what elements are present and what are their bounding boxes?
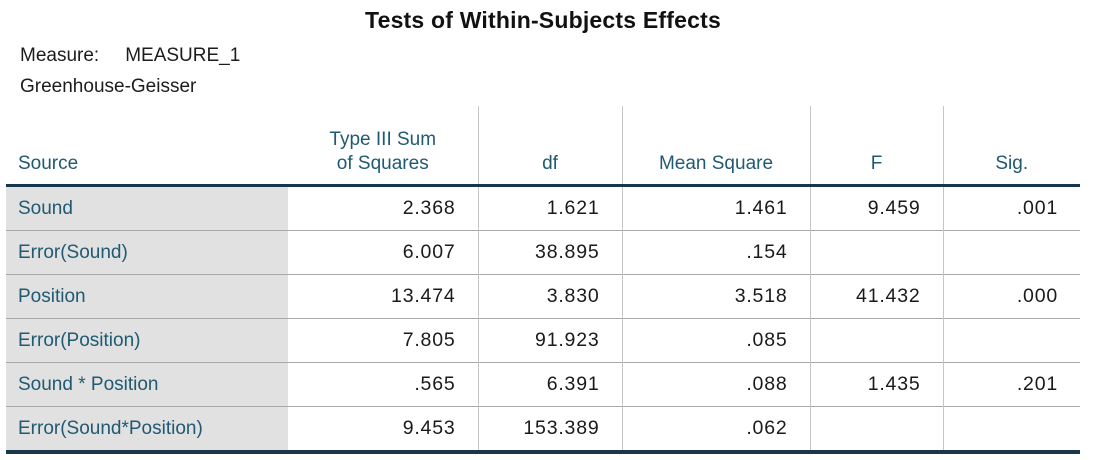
table-row-error-sound-x-position: Error(Sound*Position) 9.453 153.389 .062: [6, 406, 1080, 452]
cell-mean-square: .062: [622, 406, 811, 452]
cell-f: [810, 230, 944, 275]
cell-f: 1.435: [810, 362, 944, 407]
cell-sum-of-squares: 9.453: [288, 406, 479, 452]
cell-mean-square: 3.518: [622, 274, 811, 319]
table-header-row: Source Type III Sum of Squares df Mean S…: [6, 106, 1080, 187]
row-label: Error(Sound): [6, 230, 288, 275]
cell-sig: [943, 318, 1080, 363]
table-row-position: Position 13.474 3.830 3.518 41.432 .000: [6, 274, 1080, 319]
cell-sum-of-squares: 13.474: [288, 274, 479, 319]
cell-df: 38.895: [478, 230, 623, 275]
cell-sig: [943, 406, 1080, 452]
col-header-mean-square: Mean Square: [622, 106, 811, 187]
cell-f: 41.432: [810, 274, 944, 319]
within-subjects-effects-table[interactable]: Source Type III Sum of Squares df Mean S…: [6, 106, 1080, 454]
cell-df: 1.621: [478, 185, 623, 231]
col-header-source: Source: [6, 106, 288, 187]
cell-df: 3.830: [478, 274, 623, 319]
cell-sig: .001: [1016, 197, 1058, 219]
page-title: Tests of Within-Subjects Effects: [365, 7, 721, 33]
table-meta: Measure: MEASURE_1 Greenhouse-Geisser: [6, 44, 1080, 99]
cell-f: [810, 318, 944, 363]
cell-sum-of-squares: 6.007: [288, 230, 479, 275]
cell-df: 6.391: [478, 362, 623, 407]
col-header-f: F: [810, 106, 944, 187]
cell-sig: .201: [943, 362, 1080, 407]
table-row-sound-x-position: Sound * Position .565 6.391 .088 1.435 .…: [6, 362, 1080, 407]
measure-label: Measure:: [20, 45, 100, 66]
table-row-error-position: Error(Position) 7.805 91.923 .085: [6, 318, 1080, 363]
cell-sum-of-squares: 7.805: [288, 318, 479, 363]
col-header-sig: Sig.: [943, 106, 1080, 187]
cell-mean-square: .085: [622, 318, 811, 363]
row-label: Position: [6, 274, 288, 319]
cell-sig: .000: [943, 274, 1080, 319]
row-label: Sound: [6, 185, 288, 231]
cell-mean-square: .154: [622, 230, 811, 275]
table-row-sound: Sound 2.368 1.621 1.461 9.459 .001: [6, 185, 1080, 231]
cell-sum-of-squares: .565: [288, 362, 479, 407]
measure-line: Measure: MEASURE_1: [20, 44, 1080, 68]
measure-value: MEASURE_1: [125, 45, 241, 66]
correction-label: Greenhouse-Geisser: [20, 76, 197, 97]
row-label: Sound * Position: [6, 362, 288, 407]
cell-f: [810, 406, 944, 452]
cell-f: 9.459: [810, 185, 944, 231]
cell-df: 153.389: [478, 406, 623, 452]
col-header-df: df: [478, 106, 623, 187]
col-header-ss-line2: of Squares: [336, 153, 429, 174]
row-label: Error(Sound*Position): [6, 406, 288, 452]
cell-mean-square: 1.461: [622, 185, 811, 231]
cell-mean-square: .088: [622, 362, 811, 407]
cell-sig: [943, 230, 1080, 275]
table-row-error-sound: Error(Sound) 6.007 38.895 .154: [6, 230, 1080, 275]
col-header-ss-line1: Type III Sum: [329, 129, 437, 150]
row-label: Error(Position): [6, 318, 288, 363]
cell-df: 91.923: [478, 318, 623, 363]
col-header-type-iii-sum-of-squares: Type III Sum of Squares: [288, 106, 479, 187]
cell-sum-of-squares: 2.368: [288, 185, 479, 231]
